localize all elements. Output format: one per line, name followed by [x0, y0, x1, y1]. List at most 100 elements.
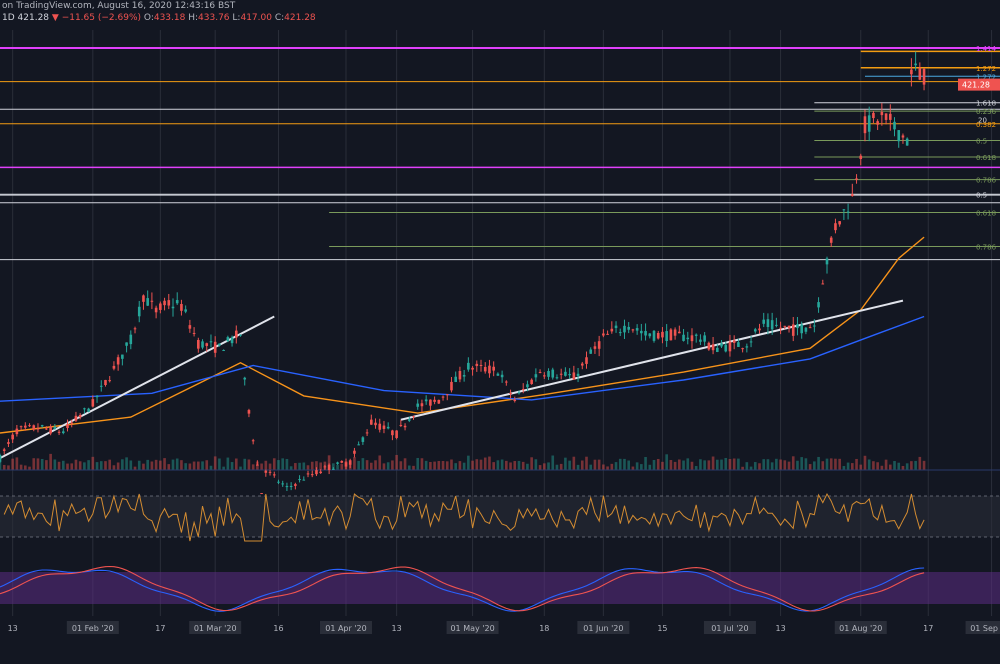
level-label-12: 0.786 [976, 177, 997, 185]
volume-bar-17 [70, 463, 74, 470]
volume-bar-216 [910, 461, 913, 470]
volume-bar-97 [407, 465, 411, 470]
candle-body-13 [53, 426, 57, 429]
candle-body-142 [597, 341, 601, 349]
candle-body-183 [770, 320, 774, 330]
volume-bar-183 [770, 462, 774, 470]
candle-body-5 [19, 426, 23, 428]
volume-bar-121 [509, 462, 512, 470]
volume-bar-71 [298, 462, 301, 470]
candle-body-150 [631, 329, 635, 331]
candle-body-67 [281, 483, 285, 485]
candle-body-50 [209, 341, 213, 343]
volume-bar-217 [914, 460, 917, 470]
volume-bar-111 [467, 455, 470, 470]
volume-bar-174 [732, 458, 736, 470]
candle-body-116 [488, 365, 491, 374]
level-label-3: 1.272 [976, 73, 996, 81]
candle-body-133 [559, 373, 563, 375]
trendline-1 [400, 299, 904, 421]
candle-body-201 [846, 211, 850, 213]
x-axis-bg [0, 618, 1000, 660]
volume-bar-179 [753, 462, 757, 470]
volume-bar-157 [661, 461, 664, 470]
volume-bar-173 [728, 458, 732, 470]
candle-body-108 [454, 376, 458, 382]
candle-body-113 [475, 363, 479, 366]
candle-body-197 [829, 237, 833, 243]
candle-body-71 [298, 479, 301, 481]
volume-bar-0 [0, 460, 2, 470]
candle-body-32 [133, 328, 137, 330]
level-label-5: 1.618 [976, 100, 996, 108]
candle-body-48 [201, 341, 204, 348]
candle-body-37 [154, 307, 158, 313]
volume-bar-135 [568, 460, 571, 470]
candle-body-206 [867, 115, 871, 132]
candle-body-89 [374, 422, 377, 426]
volume-bar-42 [175, 458, 179, 470]
price-change: ▼ −11.65 (−2.69%) [51, 13, 142, 23]
volume-bar-32 [133, 466, 137, 470]
candle-body-82 [344, 462, 348, 467]
x-tick-bg-11 [703, 621, 756, 634]
interval[interactable]: 1D [2, 13, 15, 23]
candle-body-1 [2, 449, 6, 451]
volume-bar-131 [551, 455, 555, 470]
volume-bar-74 [310, 461, 314, 470]
candle-body-204 [859, 155, 863, 160]
rsi-line [3, 492, 925, 542]
volume-bar-26 [108, 459, 112, 470]
candle-body-68 [285, 486, 289, 488]
candle-body-19 [78, 414, 82, 418]
volume-bar-171 [720, 459, 723, 470]
volume-bar-100 [420, 458, 424, 470]
volume-bar-76 [319, 462, 322, 470]
level-label-9: 0.5 [976, 138, 987, 146]
volume-bar-178 [749, 466, 753, 470]
candle-body-186 [783, 325, 787, 327]
candle-body-163 [686, 337, 690, 340]
ohlc-row: 1D 421.28 ▼ −11.65 (−2.69%) O:433.18 H:4… [2, 12, 1000, 24]
volume-bar-117 [492, 462, 495, 470]
candle-body-105 [441, 396, 445, 398]
candle-body-38 [159, 303, 162, 310]
candle-body-33 [137, 306, 141, 317]
candle-body-30 [125, 342, 128, 346]
candle-body-203 [855, 178, 858, 180]
volume-bar-91 [382, 463, 386, 470]
candle-body-188 [791, 324, 795, 336]
candle-body-76 [319, 471, 322, 474]
volume-bar-218 [918, 456, 922, 470]
volume-bar-136 [572, 456, 576, 470]
candle-body-25 [104, 379, 107, 386]
volume-bar-158 [665, 454, 668, 470]
volume-bar-56 [234, 458, 238, 470]
volume-bar-80 [336, 464, 339, 470]
volume-bar-39 [163, 458, 166, 470]
volume-bar-108 [454, 463, 458, 470]
volume-bar-29 [121, 459, 124, 470]
level-label-8: 0.382 [976, 121, 996, 129]
candle-body-8 [32, 425, 36, 430]
candle-body-92 [386, 426, 390, 429]
candle-body-146 [614, 325, 618, 329]
candle-body-78 [327, 464, 331, 471]
candle-body-140 [589, 349, 593, 354]
volume-bar-11 [45, 460, 48, 470]
volume-bar-185 [779, 459, 782, 470]
volume-bar-137 [576, 464, 580, 470]
volume-bar-153 [644, 457, 647, 470]
volume-bar-20 [83, 462, 86, 470]
volume-bar-35 [146, 459, 149, 470]
volume-bar-163 [686, 458, 690, 470]
volume-bar-72 [302, 462, 306, 470]
volume-bar-95 [399, 461, 403, 470]
candle-body-83 [348, 460, 352, 465]
candle-body-12 [49, 426, 52, 434]
volume-bar-118 [496, 460, 500, 470]
candle-body-53 [222, 350, 225, 352]
candle-body-23 [95, 395, 99, 398]
candle-body-45 [188, 325, 192, 329]
